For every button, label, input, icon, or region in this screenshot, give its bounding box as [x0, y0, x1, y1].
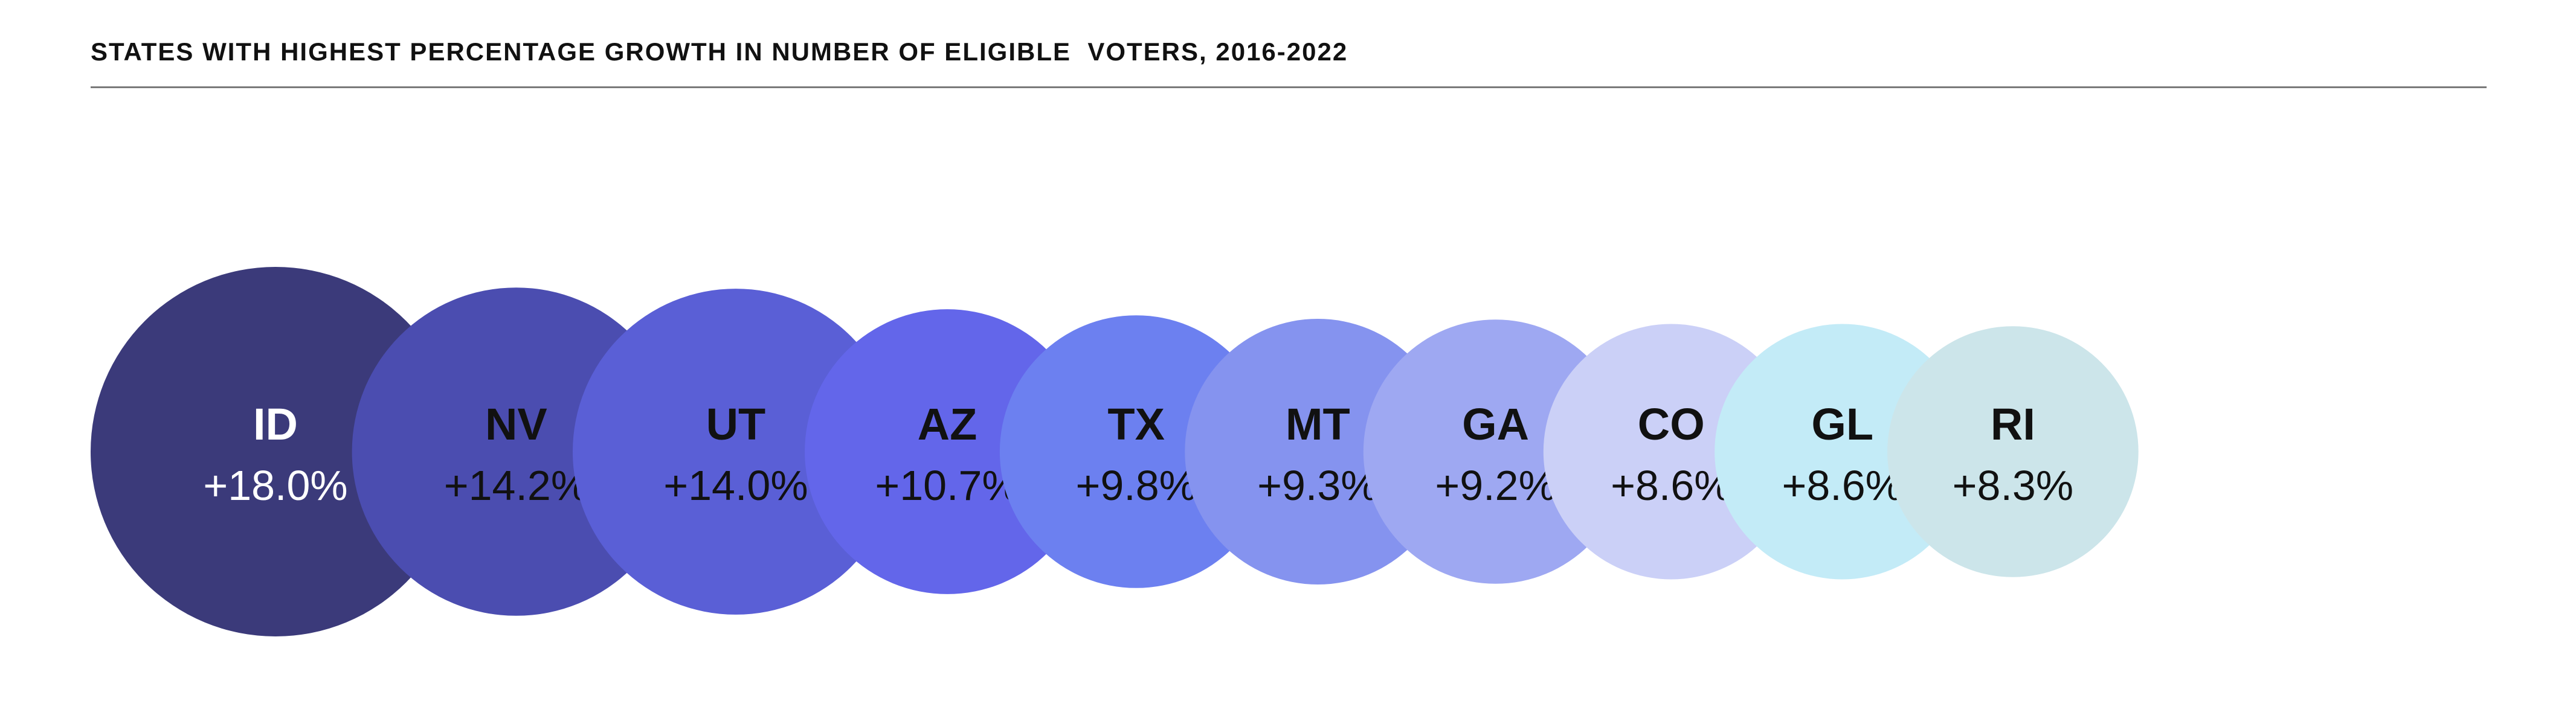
state-label-id: ID — [253, 399, 298, 449]
state-label-nv: NV — [485, 399, 547, 449]
value-label-az: +10.7% — [875, 462, 1019, 509]
state-label-co: CO — [1638, 399, 1705, 449]
bubble-ut — [573, 289, 899, 615]
bubble-az — [805, 309, 1090, 594]
value-label-mt: +9.3% — [1257, 462, 1378, 509]
value-label-ri: +8.3% — [1953, 462, 2073, 509]
state-label-az: AZ — [918, 399, 977, 449]
value-label-tx: +9.8% — [1075, 462, 1196, 509]
bubble-ri — [1887, 326, 2139, 577]
value-label-ut: +14.0% — [663, 462, 808, 509]
state-label-tx: TX — [1107, 399, 1165, 449]
value-label-id: +18.0% — [203, 462, 347, 509]
chart-title: STATES WITH HIGHEST PERCENTAGE GROWTH IN… — [91, 37, 1348, 66]
bubble-id — [91, 267, 460, 636]
bubbles-group: ID +18.0% NV +14.2% UT +14.0% AZ +10.7% TX +9.8% M… — [91, 267, 2139, 636]
state-label-mt: MT — [1286, 399, 1350, 449]
title-divider — [91, 86, 2487, 88]
value-label-ga: +9.2% — [1435, 462, 1556, 509]
value-label-gl: +8.6% — [1782, 462, 1902, 509]
bubble-ga — [1363, 319, 1628, 584]
value-label-nv: +14.2% — [444, 462, 588, 509]
state-label-ut: UT — [706, 399, 766, 449]
state-label-ga: GA — [1462, 399, 1529, 449]
state-label-gl: GL — [1811, 399, 1873, 449]
value-label-co: +8.6% — [1611, 462, 1731, 509]
state-label-ri: RI — [1991, 399, 2035, 449]
